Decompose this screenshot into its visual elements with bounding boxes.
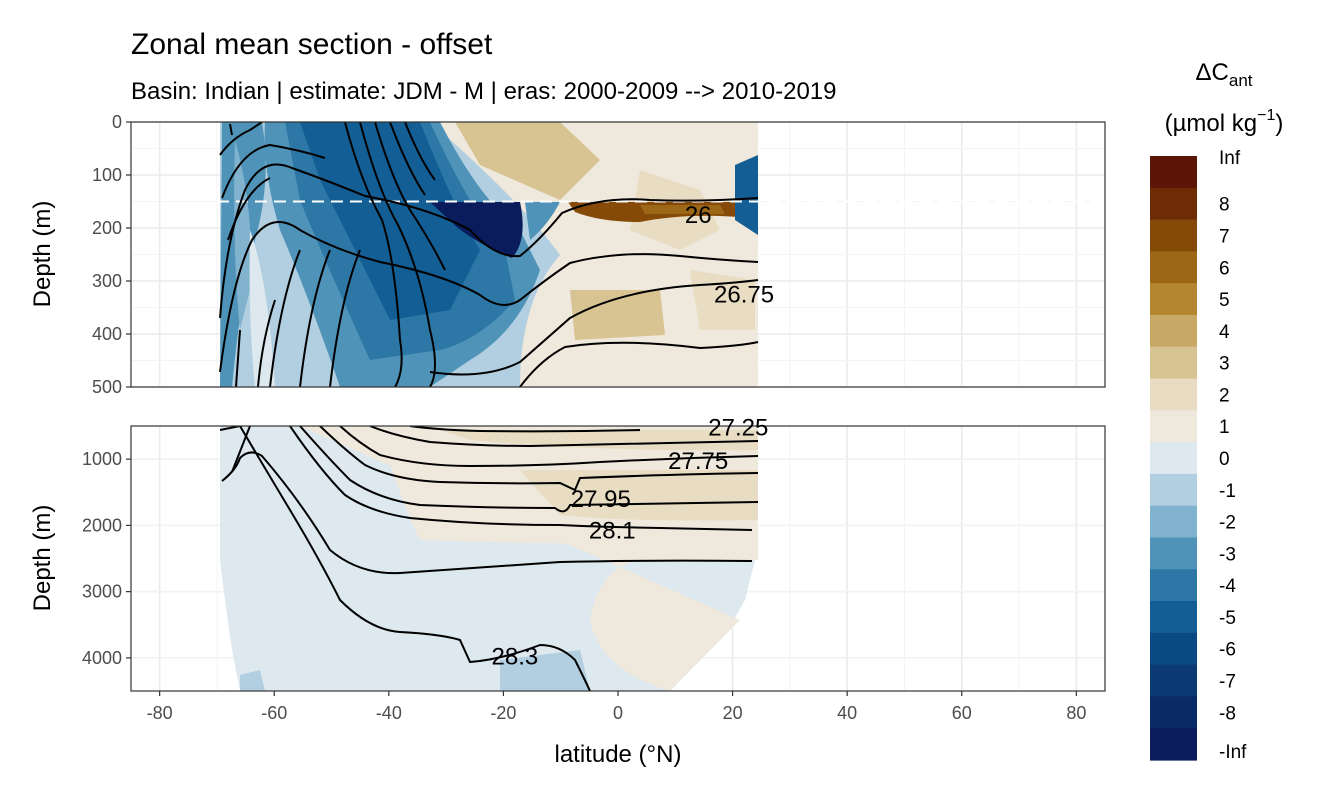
y-axis-title-upper: Depth (m) <box>29 201 56 308</box>
legend-label: 1 <box>1219 417 1230 438</box>
legend-label: -8 <box>1219 703 1236 724</box>
legend-swatch <box>1150 251 1197 284</box>
x-tick-label: -20 <box>490 703 516 723</box>
legend-label: 6 <box>1219 258 1230 279</box>
x-tick-label: 20 <box>723 703 743 723</box>
legend-swatch <box>1150 537 1197 570</box>
legend-swatch <box>1150 601 1197 634</box>
legend-unit-prefix: (µmol kg <box>1165 110 1258 137</box>
legend-label: Inf <box>1219 148 1241 169</box>
legend-swatch <box>1150 314 1197 348</box>
legend-swatch <box>1150 187 1197 221</box>
x-tick-label: -60 <box>261 703 287 723</box>
legend-label: 8 <box>1219 195 1230 216</box>
legend-swatch <box>1150 473 1197 507</box>
legend-label: 2 <box>1219 385 1230 406</box>
legend-unit-sup: −1 <box>1257 107 1275 124</box>
legend-title-main: ΔC <box>1195 59 1228 86</box>
x-tick-label: 60 <box>952 703 972 723</box>
panel-lower <box>130 425 1106 692</box>
y-tick-label: 300 <box>92 271 122 291</box>
legend-label: 3 <box>1219 354 1230 375</box>
legend-swatch <box>1150 346 1197 380</box>
contour-label: 28.3 <box>492 644 539 671</box>
legend-label: -5 <box>1219 608 1236 629</box>
legend-swatch <box>1150 283 1197 316</box>
legend-label: 5 <box>1219 290 1230 311</box>
legend: ΔCant (µmol kg−1) Inf 8 7 6 5 4 3 2 1 0 -1 -2 -3 -4 -5… <box>1150 59 1283 763</box>
chart-subtitle: Basin: Indian | estimate: JDM - M | eras… <box>131 78 837 105</box>
contours-upper <box>219 122 759 387</box>
y-tick-label: 500 <box>92 377 122 397</box>
legend-swatch <box>1150 569 1197 602</box>
y-tick-label: 100 <box>92 165 122 185</box>
legend-swatch <box>1150 664 1197 698</box>
contours-lower <box>219 426 759 691</box>
legend-swatch <box>1150 632 1197 666</box>
contour-label: 26 <box>685 202 712 229</box>
x-tick-label: 0 <box>613 703 623 723</box>
y-tick-label: 4000 <box>82 648 122 668</box>
legend-label: -7 <box>1219 672 1236 693</box>
y-tick-label: 200 <box>92 218 122 238</box>
legend-title: ΔCant <box>1195 59 1252 90</box>
legend-swatch <box>1150 696 1197 729</box>
contour-labels: 26 26.75 27.25 27.75 27.95 28.1 28.3 <box>492 202 775 671</box>
contour-label: 27.95 <box>571 486 631 513</box>
y-tick-label: 0 <box>112 112 122 132</box>
legend-swatch <box>1150 378 1197 411</box>
field-upper <box>220 122 758 387</box>
x-tick-label: -80 <box>147 703 173 723</box>
legend-label: -1 <box>1219 481 1236 502</box>
legend-unit-suffix: ) <box>1275 110 1283 137</box>
legend-colorbar: Inf 8 7 6 5 4 3 2 1 0 -1 -2 -3 -4 -5 -6 -7 -8 -Inf <box>1150 148 1247 763</box>
x-tick-label: 80 <box>1066 703 1086 723</box>
panel-upper <box>130 121 1106 388</box>
y-axis-title-lower: Depth (m) <box>29 505 56 612</box>
legend-label: -6 <box>1219 640 1236 661</box>
legend-swatch <box>1150 219 1197 252</box>
x-axis-title: latitude (°N) <box>555 741 682 768</box>
legend-label: 4 <box>1219 322 1230 343</box>
y-tick-label: 2000 <box>82 515 122 535</box>
contour-label: 28.1 <box>589 518 636 545</box>
legend-swatch <box>1150 728 1197 761</box>
x-tick-label: 40 <box>837 703 857 723</box>
contour-label: 26.75 <box>714 281 774 308</box>
panel-upper-border <box>130 121 1106 388</box>
y-tick-label: 3000 <box>82 582 122 602</box>
legend-label: 0 <box>1219 449 1230 470</box>
legend-swatch <box>1150 410 1197 443</box>
legend-label: -4 <box>1219 576 1236 597</box>
legend-label: -3 <box>1219 544 1236 565</box>
legend-swatch <box>1150 156 1197 189</box>
contour-label: 27.25 <box>708 414 768 441</box>
y-axis-ticks: 0 100 200 300 400 500 1000 2000 3000 4000 <box>82 112 131 668</box>
legend-label: 7 <box>1219 226 1230 247</box>
contour-label: 27.75 <box>668 448 728 475</box>
x-axis-ticks: -80 -60 -40 -20 0 20 40 60 80 <box>147 691 1086 723</box>
y-tick-label: 400 <box>92 324 122 344</box>
x-tick-label: -40 <box>376 703 402 723</box>
legend-label: -2 <box>1219 513 1236 534</box>
legend-swatch <box>1150 505 1197 539</box>
chart-title: Zonal mean section - offset <box>131 28 493 61</box>
legend-title-sub: ant <box>1229 71 1253 90</box>
y-tick-label: 1000 <box>82 449 122 469</box>
legend-label: -Inf <box>1219 742 1247 763</box>
legend-swatch <box>1150 442 1197 475</box>
legend-unit: (µmol kg−1) <box>1165 107 1284 137</box>
